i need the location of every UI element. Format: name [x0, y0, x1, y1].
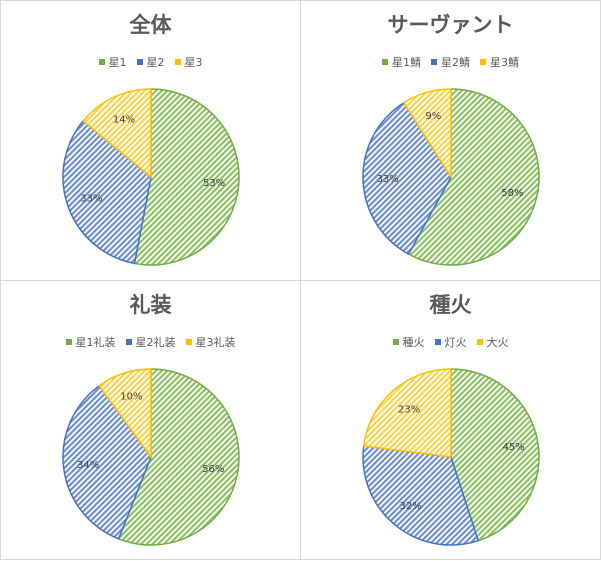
pie-slice	[98, 368, 152, 460]
legend-label: 星3鯖	[490, 56, 519, 69]
legend-label: 星2	[146, 56, 165, 69]
legend-swatch	[434, 339, 441, 345]
pie-slice	[62, 119, 152, 265]
legend-label: 星3礼装	[195, 336, 236, 349]
pie-slice	[362, 368, 452, 458]
legend-label: 灯火	[444, 336, 467, 349]
legend-label: 種火	[402, 336, 425, 349]
pie-slice-label: 45%	[502, 442, 524, 453]
pie-chart: 45% 32% 23%	[362, 368, 540, 546]
chart-title: サーヴァント	[387, 13, 514, 37]
legend-swatch	[65, 339, 72, 345]
legend-label: 星1	[108, 56, 127, 69]
legend-item: 星3鯖	[480, 54, 519, 70]
legend-item: 星2礼装	[125, 334, 176, 350]
pie-slice-label: 56%	[202, 464, 224, 475]
legend-label: 星2鯖	[441, 56, 470, 69]
pie-slice-label: 33%	[377, 174, 399, 185]
chart-panel: 礼装 星1礼装 星2礼装 星3礼装 56% 34% 10%	[0, 280, 301, 560]
pie-slice-label: 9%	[425, 111, 441, 122]
chart-legend: 星1鯖 星2鯖 星3鯖	[301, 54, 600, 70]
legend-swatch	[98, 59, 105, 65]
pie-chart: 56% 34% 10%	[62, 368, 240, 546]
legend-label: 星1礼装	[75, 336, 116, 349]
legend-label: 大火	[486, 336, 509, 349]
chart-panel: 全体 星1 星2 星3 53% 33% 14%	[0, 0, 301, 281]
legend-item: 星2	[136, 54, 165, 70]
pie-slice-label: 53%	[203, 178, 225, 189]
legend-item: 星3礼装	[185, 334, 236, 350]
pie-slice	[450, 368, 540, 542]
legend-swatch	[382, 59, 388, 65]
legend-item: 星1礼装	[65, 334, 116, 350]
legend-swatch	[480, 59, 486, 65]
chart-panel: 種火 種火 灯火 大火 45% 32% 23%	[300, 280, 601, 560]
legend-label: 星3	[184, 56, 203, 69]
legend-item: 星3	[174, 54, 203, 70]
pie-slice	[62, 384, 152, 540]
legend-item: 種火	[392, 334, 425, 350]
legend-label: 星1鯖	[392, 56, 421, 69]
chart-legend: 種火 灯火 大火	[301, 334, 600, 350]
legend-swatch	[431, 59, 437, 65]
pie-slice-label: 10%	[120, 392, 142, 403]
legend-swatch	[392, 339, 399, 345]
legend-swatch	[185, 339, 192, 345]
legend-swatch	[136, 59, 143, 65]
legend-swatch	[174, 59, 181, 65]
pie-slice-label: 32%	[399, 501, 421, 512]
chart-title: 礼装	[129, 293, 172, 317]
legend-item: 星1	[98, 54, 127, 70]
legend-swatch	[125, 339, 132, 345]
pie-slice	[82, 88, 152, 179]
legend-swatch	[476, 339, 483, 345]
pie-slice-label: 34%	[77, 460, 99, 471]
pie-slice-label: 33%	[80, 193, 102, 204]
chart-panel: サーヴァント 星1鯖 星2鯖 星3鯖 58% 33% 9%	[300, 0, 601, 281]
legend-label: 星2礼装	[135, 336, 176, 349]
pie-chart: 53% 33% 14%	[62, 88, 240, 266]
legend-item: 大火	[476, 334, 509, 350]
pie-slice	[133, 88, 240, 266]
legend-item: 星2鯖	[431, 54, 470, 70]
pie-slice	[117, 368, 240, 546]
pie-slice	[407, 88, 540, 266]
legend-item: 灯火	[434, 334, 467, 350]
pie-slice	[362, 101, 452, 256]
chart-title: 全体	[129, 13, 172, 37]
pie-slice-label: 58%	[501, 188, 523, 199]
pie-slice-label: 14%	[113, 115, 135, 126]
legend-item: 星1鯖	[382, 54, 421, 70]
chart-legend: 星1 星2 星3	[1, 54, 300, 70]
pie-slice-label: 23%	[398, 404, 420, 415]
pie-slice	[402, 88, 452, 180]
pie-chart: 58% 33% 9%	[362, 88, 540, 266]
pie-slice	[362, 445, 480, 546]
chart-legend: 星1礼装 星2礼装 星3礼装	[1, 334, 300, 350]
chart-title: 種火	[429, 293, 472, 317]
